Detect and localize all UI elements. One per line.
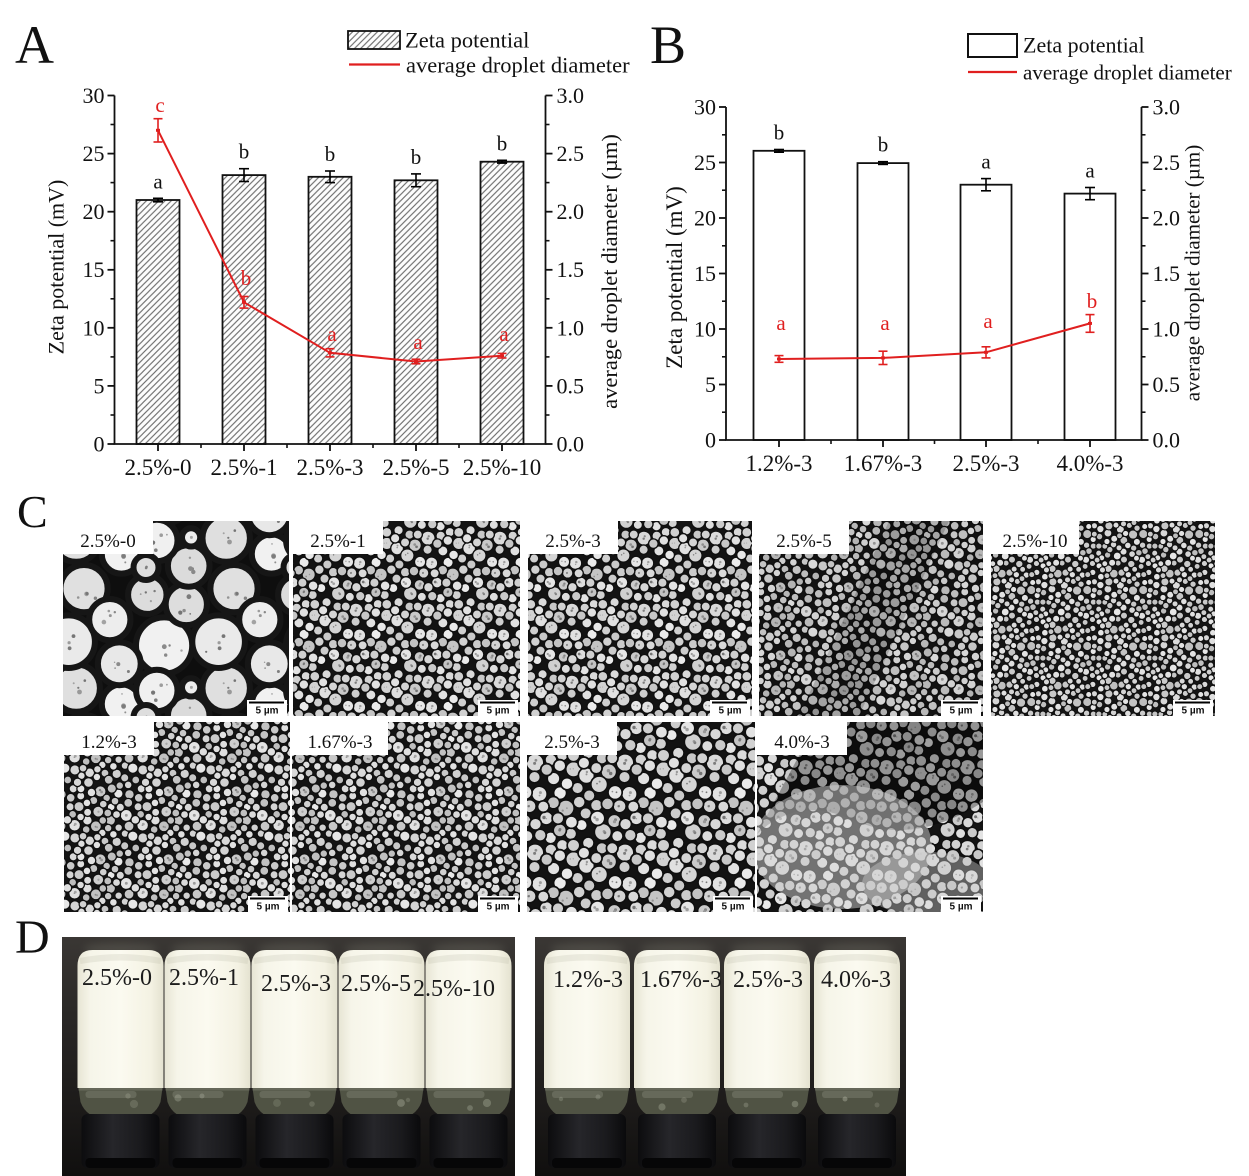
svg-text:0: 0 — [94, 432, 105, 457]
svg-text:5 µm: 5 µm — [950, 706, 973, 717]
svg-text:15: 15 — [694, 261, 716, 286]
svg-text:a: a — [1085, 159, 1095, 183]
svg-text:0.0: 0.0 — [1153, 428, 1181, 453]
svg-text:5 µm: 5 µm — [256, 706, 279, 717]
svg-text:B: B — [650, 15, 686, 75]
svg-text:c: c — [155, 93, 164, 117]
svg-text:2.5%-3: 2.5%-3 — [733, 967, 803, 993]
svg-text:10: 10 — [83, 315, 105, 340]
svg-text:5 µm: 5 µm — [950, 902, 973, 913]
svg-text:5 µm: 5 µm — [1182, 706, 1205, 717]
svg-text:1.0: 1.0 — [1153, 317, 1181, 342]
svg-text:30: 30 — [83, 83, 105, 108]
svg-text:5: 5 — [705, 372, 716, 397]
svg-text:2.5%-3: 2.5%-3 — [296, 455, 363, 480]
svg-text:b: b — [325, 142, 336, 166]
svg-text:Zeta potential (mV): Zeta potential (mV) — [44, 180, 69, 355]
svg-text:2.5%-1: 2.5%-1 — [169, 965, 239, 991]
svg-text:1.2%-3: 1.2%-3 — [553, 967, 623, 993]
svg-text:b: b — [497, 131, 508, 155]
svg-text:1.0: 1.0 — [557, 315, 585, 340]
svg-text:2.5: 2.5 — [557, 141, 585, 166]
svg-text:0.5: 0.5 — [557, 373, 585, 398]
svg-text:1.5: 1.5 — [1153, 261, 1181, 286]
svg-text:2.5: 2.5 — [1153, 150, 1181, 175]
svg-text:2.5%-3: 2.5%-3 — [544, 732, 599, 753]
svg-text:2.5%-1: 2.5%-1 — [310, 531, 365, 552]
svg-text:1.2%-3: 1.2%-3 — [745, 451, 812, 476]
svg-text:average droplet diameter (µm): average droplet diameter (µm) — [1181, 145, 1205, 401]
svg-text:average droplet diameter: average droplet diameter — [1023, 61, 1232, 85]
svg-text:average droplet diameter (µm): average droplet diameter (µm) — [597, 134, 622, 409]
svg-text:2.5%-3: 2.5%-3 — [261, 971, 331, 997]
svg-text:b: b — [1087, 289, 1098, 313]
svg-text:D: D — [15, 911, 50, 964]
svg-text:0: 0 — [705, 428, 716, 453]
svg-text:A: A — [15, 15, 54, 75]
svg-text:a: a — [413, 330, 423, 354]
svg-text:5 µm: 5 µm — [487, 902, 510, 913]
svg-text:2.5%-1: 2.5%-1 — [210, 455, 277, 480]
svg-text:2.5%-5: 2.5%-5 — [341, 971, 411, 997]
svg-text:1.67%-3: 1.67%-3 — [308, 732, 373, 753]
svg-text:a: a — [153, 169, 163, 193]
svg-text:25: 25 — [694, 150, 716, 175]
svg-text:average droplet diameter: average droplet diameter — [406, 53, 630, 78]
svg-text:5 µm: 5 µm — [722, 902, 745, 913]
svg-text:1.5: 1.5 — [557, 257, 585, 282]
svg-text:2.5%-10: 2.5%-10 — [463, 455, 542, 480]
svg-text:2.5%-3: 2.5%-3 — [952, 451, 1019, 476]
svg-text:2.5%-0: 2.5%-0 — [124, 455, 191, 480]
svg-text:30: 30 — [694, 95, 716, 120]
svg-text:2.0: 2.0 — [1153, 206, 1181, 231]
svg-text:3.0: 3.0 — [557, 83, 585, 108]
svg-text:2.5%-0: 2.5%-0 — [80, 531, 135, 552]
svg-text:5 µm: 5 µm — [257, 902, 280, 913]
svg-text:b: b — [411, 145, 422, 169]
svg-text:a: a — [499, 322, 509, 346]
svg-text:C: C — [17, 486, 48, 537]
svg-text:b: b — [774, 121, 785, 145]
svg-text:b: b — [239, 140, 250, 164]
svg-text:2.5%-10: 2.5%-10 — [1003, 531, 1068, 552]
svg-text:a: a — [327, 322, 337, 346]
svg-text:15: 15 — [83, 257, 105, 282]
svg-text:2.0: 2.0 — [557, 199, 585, 224]
svg-text:5 µm: 5 µm — [719, 706, 742, 717]
svg-text:2.5%-5: 2.5%-5 — [776, 531, 831, 552]
svg-text:1.67%-3: 1.67%-3 — [640, 967, 722, 993]
svg-text:a: a — [983, 309, 993, 333]
svg-text:1.2%-3: 1.2%-3 — [81, 732, 136, 753]
svg-text:25: 25 — [83, 141, 105, 166]
svg-text:2.5%-0: 2.5%-0 — [82, 965, 152, 991]
svg-text:a: a — [981, 150, 991, 174]
svg-text:a: a — [776, 311, 786, 335]
svg-text:Zeta potential: Zeta potential — [1023, 33, 1145, 58]
svg-text:2.5%-10: 2.5%-10 — [413, 976, 495, 1002]
svg-text:0.5: 0.5 — [1153, 372, 1181, 397]
svg-text:4.0%-3: 4.0%-3 — [821, 967, 891, 993]
svg-text:20: 20 — [83, 199, 105, 224]
svg-text:1.67%-3: 1.67%-3 — [844, 451, 923, 476]
svg-text:20: 20 — [694, 206, 716, 231]
svg-text:b: b — [241, 266, 252, 290]
svg-text:4.0%-3: 4.0%-3 — [1056, 451, 1123, 476]
svg-text:2.5%-5: 2.5%-5 — [382, 455, 449, 480]
svg-text:Zeta potential (mV): Zeta potential (mV) — [662, 186, 687, 369]
svg-text:Zeta potential: Zeta potential — [405, 28, 529, 53]
svg-text:5: 5 — [94, 373, 105, 398]
svg-text:a: a — [880, 311, 890, 335]
svg-text:4.0%-3: 4.0%-3 — [774, 732, 829, 753]
svg-text:10: 10 — [694, 317, 716, 342]
svg-text:5 µm: 5 µm — [487, 706, 510, 717]
svg-text:2.5%-3: 2.5%-3 — [545, 531, 600, 552]
svg-text:0.0: 0.0 — [557, 432, 585, 457]
svg-text:b: b — [878, 133, 889, 157]
svg-text:3.0: 3.0 — [1153, 95, 1181, 120]
